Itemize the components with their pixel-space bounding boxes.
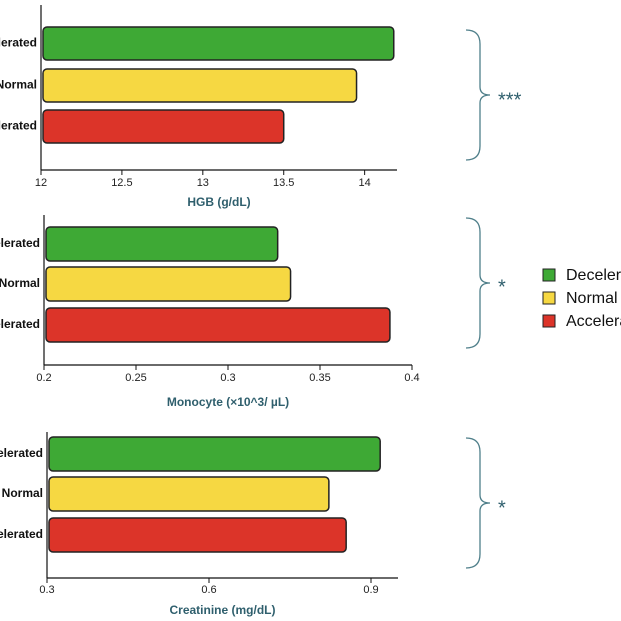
brace: [465, 217, 491, 349]
x-axis-title: Creatinine (mg/dL): [169, 603, 275, 617]
x-tick-label: 0.2: [36, 372, 51, 384]
category-label: Decelerated: [0, 236, 40, 250]
bar: [42, 68, 358, 103]
x-tick-label: 0.4: [404, 372, 419, 384]
legend-label: Normal: [566, 290, 618, 307]
x-tick-label: 13.5: [273, 177, 294, 189]
brace: [465, 29, 491, 161]
legend-swatch: [542, 268, 556, 282]
x-tick-label: 0.35: [309, 372, 330, 384]
bar: [48, 476, 330, 512]
bar: [45, 226, 279, 262]
significance: *: [498, 497, 506, 519]
legend-label: Accelerated: [566, 313, 621, 330]
bar: [42, 109, 285, 144]
category-label: Normal: [2, 486, 43, 500]
significance: ***: [498, 89, 522, 111]
x-tick-label: 12: [35, 177, 47, 189]
x-axis-title: Monocyte (×10^3/ µL): [167, 395, 289, 409]
x-tick-label: 14: [359, 177, 371, 189]
category-label: Accelerated: [0, 317, 40, 331]
legend-swatch: [542, 314, 556, 328]
bar: [42, 26, 395, 61]
x-tick-label: 13: [197, 177, 209, 189]
category-label: Normal: [0, 78, 37, 92]
legend-label: Decelerated: [566, 267, 621, 284]
category-label: Decelerated: [0, 36, 37, 50]
brace: [465, 437, 491, 569]
category-label: Decelerated: [0, 446, 43, 460]
bar: [48, 436, 381, 472]
x-tick-label: 12.5: [111, 177, 132, 189]
bar: [45, 307, 391, 343]
bar: [45, 266, 292, 302]
x-tick-label: 0.3: [39, 584, 54, 596]
x-tick-label: 0.9: [363, 584, 378, 596]
x-axis-title: HGB (g/dL): [187, 195, 250, 209]
legend-swatch: [542, 291, 556, 305]
category-label: Accelerated: [0, 527, 43, 541]
x-tick-label: 0.25: [125, 372, 146, 384]
bar: [48, 517, 347, 553]
x-tick-label: 0.3: [220, 372, 235, 384]
x-tick-label: 0.6: [201, 584, 216, 596]
significance: *: [498, 276, 506, 298]
category-label: Normal: [0, 276, 40, 290]
category-label: Accelerated: [0, 119, 37, 133]
